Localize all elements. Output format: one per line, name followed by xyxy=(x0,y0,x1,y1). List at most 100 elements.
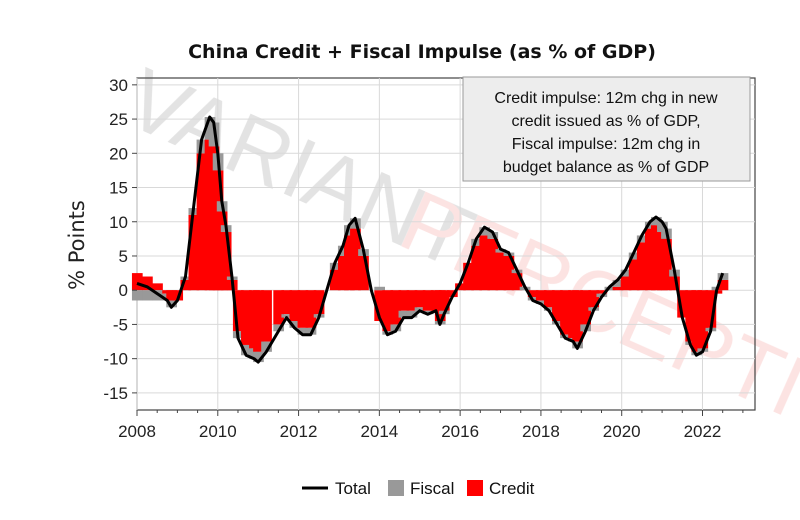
credit-bar xyxy=(717,279,729,291)
fiscal-bar xyxy=(241,344,252,356)
fiscal-bar xyxy=(297,327,309,335)
x-tick-label: 2012 xyxy=(280,422,318,441)
credit-bar xyxy=(382,290,394,332)
credit-bar xyxy=(636,242,648,291)
credit-bar xyxy=(422,290,434,311)
y-tick-label: -10 xyxy=(103,350,128,369)
credit-bar xyxy=(374,290,386,322)
fiscal-bar xyxy=(636,235,648,243)
credit-bar xyxy=(188,214,200,291)
credit-bar xyxy=(261,290,272,342)
credit-bar xyxy=(503,255,515,291)
credit-bar xyxy=(398,290,410,311)
credit-bar xyxy=(232,290,244,332)
credit-bar xyxy=(471,245,482,291)
x-tick-label: 2014 xyxy=(360,422,398,441)
y-tick-label: 20 xyxy=(109,144,128,163)
y-tick-label: 5 xyxy=(119,247,128,266)
y-tick-label: 15 xyxy=(109,179,128,198)
credit-bar xyxy=(438,290,450,311)
legend-fiscal-label: Fiscal xyxy=(410,479,454,498)
fiscal-bar xyxy=(142,290,153,301)
credit-bar xyxy=(463,262,474,291)
credit-bar xyxy=(337,255,349,291)
credit-bar xyxy=(166,290,177,301)
credit-bar xyxy=(596,290,608,294)
credit-bar xyxy=(297,290,309,328)
annotation-box: Credit impulse: 12m chg in new credit is… xyxy=(462,76,751,182)
annotation-line-3: Fiscal impulse: 12m chg in xyxy=(512,136,701,153)
x-tick-label: 2018 xyxy=(522,422,560,441)
fiscal-bar xyxy=(273,324,285,332)
credit-bar xyxy=(650,225,662,291)
legend-fiscal-swatch xyxy=(388,480,404,496)
credit-bar xyxy=(527,290,539,298)
fiscal-bar xyxy=(253,351,264,363)
credit-bar xyxy=(142,276,153,291)
credit-bar xyxy=(253,290,264,352)
credit-bar xyxy=(414,290,426,308)
credit-bar xyxy=(697,290,709,349)
fiscal-bar xyxy=(479,227,491,236)
annotation-line-4: budget balance as % of GDP xyxy=(503,159,709,176)
legend-credit-label: Credit xyxy=(489,479,535,498)
credit-bar xyxy=(196,153,208,291)
credit-bar xyxy=(358,255,369,291)
credit-bar xyxy=(535,290,547,301)
fiscal-bar xyxy=(344,225,355,236)
fiscal-bar xyxy=(644,221,656,229)
y-tick-label: -5 xyxy=(113,315,128,334)
credit-bar xyxy=(479,235,491,291)
legend: Total Fiscal Credit xyxy=(302,479,535,498)
fiscal-bar xyxy=(414,307,426,311)
y-tick-label: -15 xyxy=(103,384,128,403)
credit-bar xyxy=(131,273,143,291)
y-axis-label: % Points xyxy=(65,200,89,290)
credit-bar xyxy=(390,290,402,325)
credit-bar xyxy=(289,290,301,322)
x-tick-label: 2008 xyxy=(118,422,156,441)
credit-bar xyxy=(691,290,703,352)
credit-bar xyxy=(588,290,600,308)
credit-bar xyxy=(220,232,232,291)
credit-bar xyxy=(487,238,499,291)
chart-title: China Credit + Fiscal Impulse (as % of G… xyxy=(188,41,656,63)
fiscal-bar xyxy=(535,300,547,304)
credit-bar xyxy=(329,269,341,291)
credit-bar xyxy=(350,228,361,291)
fiscal-bar xyxy=(657,221,668,233)
lines xyxy=(136,115,725,364)
credit-bar xyxy=(180,279,192,291)
x-tick-label: 2022 xyxy=(684,422,722,441)
credit-bar xyxy=(628,259,640,291)
credit-bar xyxy=(511,273,523,291)
credit-bar xyxy=(313,290,325,315)
credit-bar xyxy=(281,290,293,315)
x-tick-label: 2016 xyxy=(441,422,479,441)
credit-bar xyxy=(552,290,563,322)
credit-bar xyxy=(669,276,680,291)
x-axis-ticks: 2008 2010 2012 2014 2016 2018 2020 2022 xyxy=(118,410,744,441)
fiscal-bar xyxy=(406,310,418,318)
credit-bar xyxy=(344,235,355,291)
credit-bar xyxy=(406,290,418,311)
fiscal-bar xyxy=(398,310,410,318)
total-line xyxy=(136,115,725,364)
fiscal-bar xyxy=(166,300,177,308)
credit-bar xyxy=(152,283,163,291)
fiscal-bar xyxy=(620,269,632,277)
credit-bar xyxy=(677,290,688,318)
annotation-line-1: Credit impulse: 12m chg in new xyxy=(494,90,718,107)
credit-bar xyxy=(685,290,697,342)
credit-bar xyxy=(241,290,252,345)
legend-credit-swatch xyxy=(467,480,483,496)
x-tick-label: 2010 xyxy=(199,422,237,441)
y-tick-label: 10 xyxy=(109,213,128,232)
fiscal-bar xyxy=(131,290,143,301)
x-tick-label: 2020 xyxy=(603,422,641,441)
credit-bar xyxy=(620,276,632,291)
fiscal-bar xyxy=(628,252,640,260)
credit-bar xyxy=(580,290,592,325)
fiscal-bar xyxy=(289,321,301,328)
